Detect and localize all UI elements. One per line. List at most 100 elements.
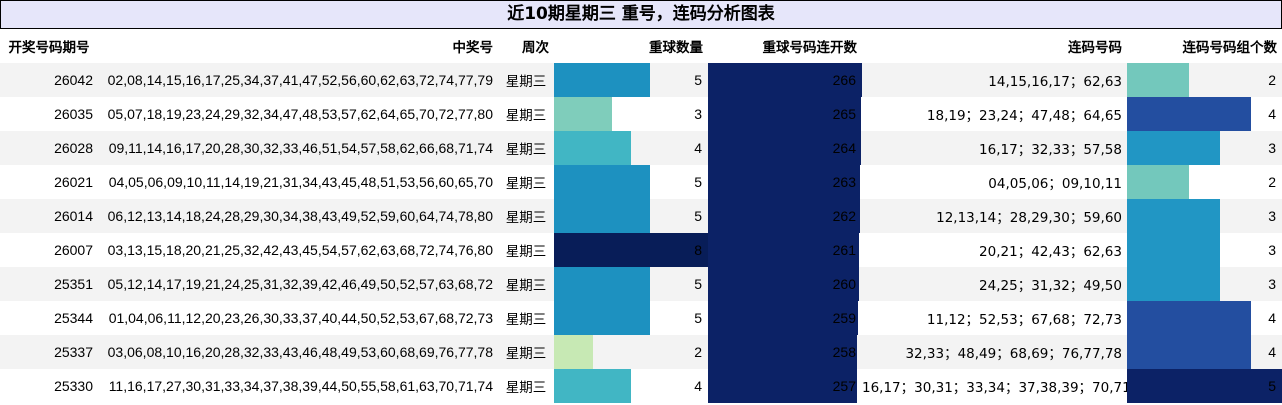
lianma-groups-bar [1127,131,1220,165]
lianma-cell: 18,19；23,24；47,48；64,65 [926,108,1122,124]
header-lianma: 连码号码 [1068,40,1122,56]
lianma-groups-bar [1127,267,1220,301]
weekday-cell: 星期三 [505,108,547,124]
lianma-groups-bar [1127,97,1251,131]
repeat-count-value: 4 [694,378,702,394]
table-body: 26042 02,08,14,15,16,17,25,34,37,41,47,52… [0,63,1282,403]
repeat-serial-value: 257 [832,378,856,394]
repeat-serial-cell: 261 [708,233,862,267]
repeat-count-bar [554,97,612,131]
lianma-cell: 32,33；48,49；68,69；76,77,78 [905,346,1122,362]
period-cell: 26042 [54,72,93,88]
numbers-cell: 09,11,14,16,17,20,28,30,32,33,46,51,54,5… [108,140,493,156]
repeat-serial-value: 265 [832,106,856,122]
lianma-groups-bar [1127,165,1189,199]
header-period: 开奖号码期号 [8,40,90,56]
lianma-groups-value: 3 [1268,208,1276,224]
lianma-groups-cell: 3 [1127,267,1282,301]
period-cell: 26028 [54,140,93,156]
table-row: 26028 09,11,14,16,17,20,28,30,32,33,46,51… [0,131,1282,165]
repeat-serial-value: 259 [832,310,856,326]
lianma-cell: 24,25；31,32；49,50 [979,278,1122,294]
lianma-groups-value: 3 [1268,276,1276,292]
weekday-cell: 星期三 [505,346,547,362]
table-row: 26035 05,07,18,19,23,24,29,32,34,47,48,53… [0,97,1282,131]
lianma-groups-bar [1127,301,1251,335]
lianma-groups-value: 3 [1268,242,1276,258]
lianma-groups-cell: 4 [1127,335,1282,369]
table-row: 26042 02,08,14,15,16,17,25,34,37,41,47,52… [0,63,1282,97]
header-numbers: 中奖号 [452,40,494,56]
lianma-groups-cell: 3 [1127,131,1282,165]
lianma-groups-value: 2 [1268,174,1276,190]
repeat-serial-cell: 259 [708,301,862,335]
repeat-count-value: 5 [694,276,702,292]
repeat-count-value: 5 [694,174,702,190]
lianma-groups-value: 4 [1268,344,1276,360]
lianma-groups-cell: 2 [1127,165,1282,199]
repeat-count-value: 5 [694,310,702,326]
repeat-count-cell: 5 [554,267,708,301]
analysis-table: 开奖号码期号 中奖号 周次 重球数量 重球号码连开数 连码号码 连码号码组个数 … [0,29,1282,403]
repeat-count-cell: 3 [554,97,708,131]
period-cell: 26014 [54,208,93,224]
repeat-serial-value: 261 [832,242,856,258]
repeat-serial-value: 264 [832,140,856,156]
repeat-count-cell: 5 [554,199,708,233]
repeat-serial-bar [708,199,860,233]
weekday-cell: 星期三 [505,380,547,396]
weekday-cell: 星期三 [505,278,547,294]
lianma-groups-bar [1127,335,1251,369]
table-row: 26021 04,05,06,09,10,11,14,19,21,31,34,43… [0,165,1282,199]
repeat-serial-cell: 266 [708,63,862,97]
lianma-groups-value: 5 [1268,378,1276,394]
numbers-cell: 03,06,08,10,16,20,28,32,33,43,46,48,49,5… [107,344,493,360]
numbers-cell: 02,08,14,15,16,17,25,34,37,41,47,52,56,6… [107,72,493,88]
lianma-cell: 14,15,16,17；62,63 [988,74,1122,90]
header-row: 开奖号码期号 中奖号 周次 重球数量 重球号码连开数 连码号码 连码号码组个数 [0,29,1282,63]
repeat-count-bar [554,165,651,199]
table-row: 25330 11,16,17,27,30,31,33,34,37,38,39,44… [0,369,1282,403]
numbers-cell: 06,12,13,14,18,24,28,29,30,34,38,43,49,5… [107,208,493,224]
repeat-count-cell: 8 [554,233,708,267]
lianma-cell: 12,13,14；28,29,30；59,60 [936,210,1122,226]
numbers-cell: 03,13,15,18,20,21,25,32,42,43,45,54,57,6… [107,242,493,258]
table-row: 25337 03,06,08,10,16,20,28,32,33,43,46,48… [0,335,1282,369]
lianma-groups-bar [1127,199,1220,233]
table-row: 25344 01,04,06,11,12,20,23,26,30,33,37,40… [0,301,1282,335]
repeat-serial-cell: 257 [708,369,862,403]
repeat-serial-value: 266 [832,72,856,88]
repeat-count-cell: 5 [554,165,708,199]
weekday-cell: 星期三 [505,176,547,192]
repeat-serial-bar [708,369,857,403]
repeat-serial-cell: 258 [708,335,862,369]
repeat-count-bar [554,233,708,267]
weekday-cell: 星期三 [505,142,547,158]
repeat-count-cell: 5 [554,63,708,97]
numbers-cell: 05,07,18,19,23,24,29,32,34,47,48,53,57,6… [107,106,493,122]
repeat-serial-bar [708,165,861,199]
repeat-count-value: 3 [694,106,702,122]
repeat-count-value: 5 [694,208,702,224]
repeat-count-bar [554,199,651,233]
lianma-groups-cell: 3 [1127,199,1282,233]
table-row: 26007 03,13,15,18,20,21,25,32,42,43,45,54… [0,233,1282,267]
lianma-groups-value: 4 [1268,310,1276,326]
period-cell: 26007 [54,242,93,258]
repeat-count-bar [554,335,593,369]
period-cell: 25344 [54,310,93,326]
lianma-groups-value: 3 [1268,140,1276,156]
lianma-cell: 04,05,06；09,10,11 [988,176,1122,192]
repeat-count-cell: 4 [554,369,708,403]
repeat-serial-bar [708,335,858,369]
lianma-groups-value: 4 [1268,106,1276,122]
lianma-groups-cell: 2 [1127,63,1282,97]
lianma-cell: 11,12；52,53；67,68；72,73 [926,312,1122,328]
repeat-serial-cell: 262 [708,199,862,233]
table-row: 25351 05,12,14,17,19,21,24,25,31,32,39,42… [0,267,1282,301]
repeat-serial-cell: 265 [708,97,862,131]
numbers-cell: 04,05,06,09,10,11,14,19,21,31,34,43,45,4… [108,174,493,190]
period-cell: 25330 [54,378,93,394]
header-repeat-count: 重球数量 [649,40,703,56]
repeat-serial-value: 263 [832,174,856,190]
